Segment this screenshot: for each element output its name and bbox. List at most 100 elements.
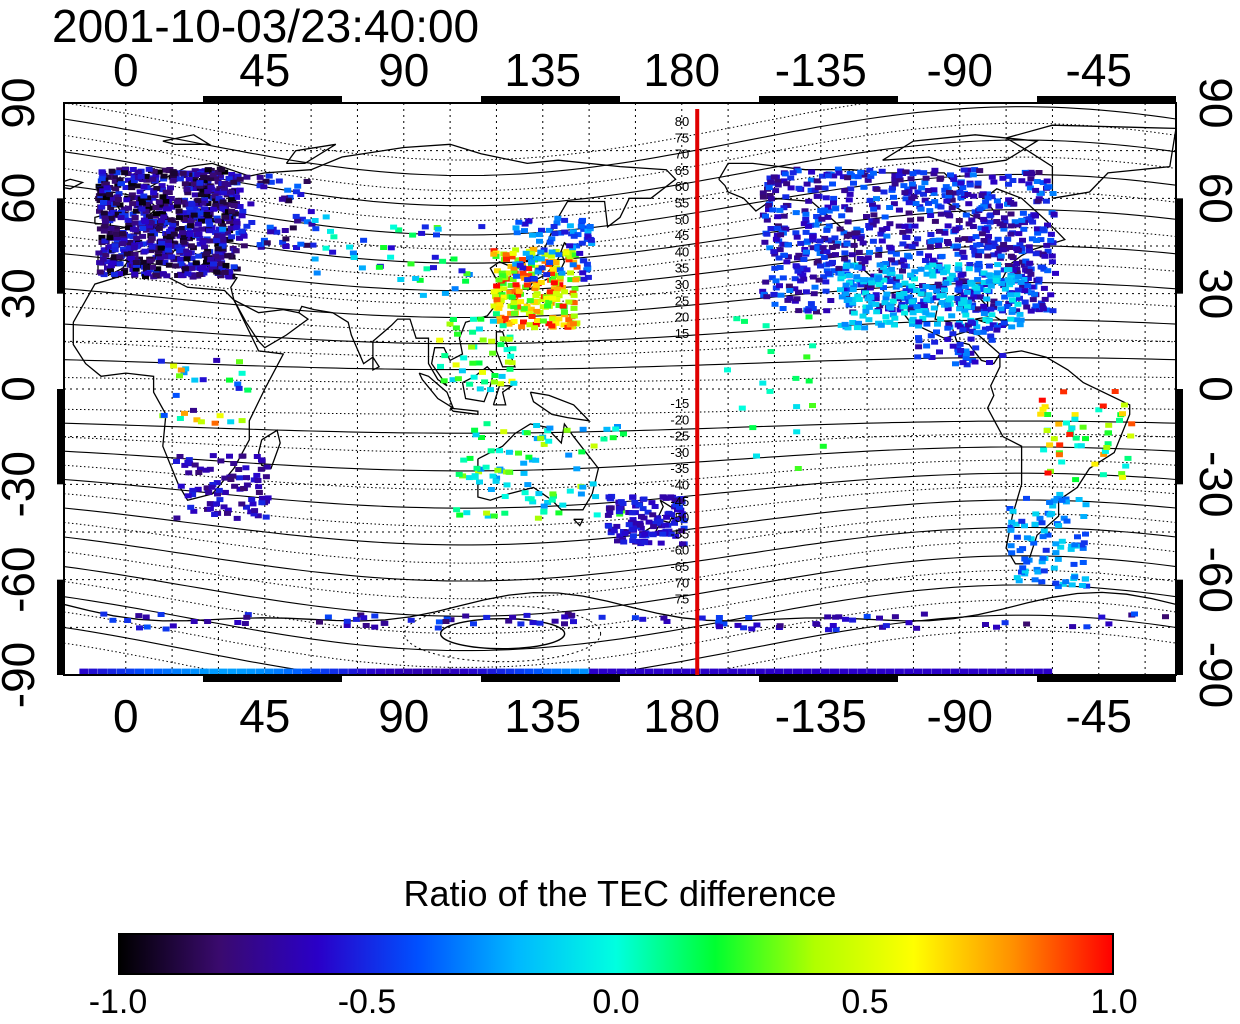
tec-cell [181, 410, 188, 416]
tec-cell [763, 231, 771, 237]
tec-cell [376, 668, 385, 675]
tec-cell [908, 244, 916, 250]
y-tick-label-right: 30 [1190, 268, 1240, 319]
tec-cell [634, 538, 642, 544]
tec-cell [316, 619, 323, 625]
tec-cell [153, 668, 163, 675]
tec-cell [535, 491, 543, 497]
map-title: 2001-10-03/23:40:00 [52, 0, 480, 52]
tec-cell [558, 285, 566, 290]
tec-cell [793, 296, 801, 302]
tec-cell [972, 345, 980, 351]
tec-cell [213, 501, 220, 507]
tec-cell [1007, 292, 1015, 298]
tec-cell [222, 266, 230, 272]
tec-cell [562, 250, 570, 256]
tec-cell [298, 216, 306, 222]
tec-cell [805, 314, 813, 320]
tec-cell [226, 236, 234, 242]
tec-cell [964, 322, 972, 328]
tec-cell [549, 295, 557, 301]
tec-cell [984, 191, 991, 197]
tec-cell [257, 180, 265, 186]
tec-cell [771, 265, 779, 271]
tec-cell [1007, 200, 1015, 205]
tec-cell [905, 228, 913, 234]
tec-cell [530, 276, 538, 282]
magnetic-contour [64, 209, 1176, 264]
tec-cell [821, 185, 829, 191]
tec-cell [915, 338, 923, 344]
tec-cell [943, 264, 951, 270]
tec-cell [550, 280, 558, 286]
tec-cell [247, 201, 255, 207]
tec-cell [475, 326, 483, 332]
tec-cell [449, 377, 457, 383]
tec-cell [360, 237, 368, 243]
x-tick-label-bottom: -135 [775, 690, 867, 742]
tec-cell [748, 626, 756, 632]
tec-cell [676, 504, 683, 510]
tec-cell [560, 322, 568, 328]
tec-cell [881, 214, 889, 220]
tec-cell [570, 292, 578, 298]
tec-cell [932, 668, 941, 675]
tec-cell [869, 170, 877, 176]
tec-cell [513, 230, 521, 236]
tec-cell [770, 174, 778, 180]
tec-cell [149, 195, 157, 201]
tec-cell [878, 238, 886, 244]
tec-cell [212, 203, 220, 209]
tec-cell [184, 493, 192, 499]
tec-cell [258, 457, 265, 463]
tec-cell [503, 347, 511, 353]
tec-cell [490, 513, 498, 519]
tec-cell [348, 668, 358, 675]
tec-cell [496, 318, 504, 324]
tec-cell [928, 285, 936, 290]
tec-cell [178, 226, 186, 231]
tec-cell [514, 257, 522, 263]
y-tick-label-left: 30 [0, 268, 44, 319]
tec-cell [507, 310, 515, 316]
tec-cell [218, 668, 228, 675]
tec-cell [988, 194, 996, 200]
tec-cell [218, 233, 226, 239]
tec-cell [258, 495, 266, 501]
tec-cell [620, 431, 627, 437]
tec-cell [573, 466, 581, 472]
tec-cell [980, 311, 988, 317]
tec-cell [483, 421, 491, 427]
tec-cell [925, 253, 932, 259]
tec-cell [121, 170, 129, 176]
tec-cell [759, 194, 767, 200]
tec-cell [525, 311, 533, 316]
colorbar-tick-label: -1.0 [88, 983, 148, 1021]
tec-cell [832, 252, 839, 258]
tec-cell [537, 249, 545, 255]
tec-cell [974, 183, 982, 189]
tec-cell [145, 214, 153, 220]
tec-cell [196, 272, 204, 277]
tec-cell [195, 231, 203, 237]
tec-cell [362, 623, 370, 628]
magnetic-contour [64, 139, 1176, 207]
tec-cell [845, 273, 853, 278]
tec-cell [968, 236, 976, 242]
tec-cell [915, 344, 923, 350]
tec-cell [971, 359, 979, 365]
axis-tick-labels: 0045459090135135180180-135-135-90-90-45-… [0, 44, 1240, 742]
tec-cell [1060, 389, 1068, 395]
tec-cell [1047, 237, 1055, 243]
tec-cell [525, 218, 533, 224]
tec-cell [911, 223, 919, 229]
tec-cell [559, 303, 567, 309]
tec-cell [671, 497, 679, 503]
tec-cell [1001, 620, 1009, 626]
tec-cell [899, 241, 907, 247]
tec-cell [470, 316, 477, 322]
tec-cell [1016, 322, 1024, 328]
tec-cell [546, 239, 554, 245]
tec-cell [555, 510, 563, 516]
tec-cell [957, 272, 965, 278]
